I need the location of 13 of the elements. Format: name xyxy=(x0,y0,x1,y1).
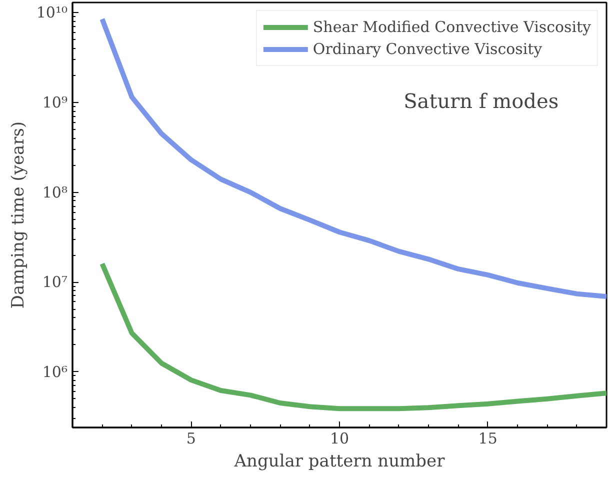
legend-label: Shear Modified Convective Viscosity xyxy=(312,18,591,36)
legend-label: Ordinary Convective Viscosity xyxy=(312,40,542,58)
annotation: Saturn f modes xyxy=(404,89,559,113)
y-tick-label: 10¹⁰ xyxy=(36,4,68,22)
y-tick-label: 10⁶ xyxy=(42,362,68,381)
y-tick-label: 10⁸ xyxy=(42,183,68,202)
x-tick-label: 15 xyxy=(478,430,498,448)
y-tick-label: 10⁹ xyxy=(42,94,68,112)
x-tick-label: 5 xyxy=(186,430,196,448)
y-axis-title: Damping time (years) xyxy=(8,121,28,309)
x-tick-label: 10 xyxy=(330,430,350,448)
y-tick-label: 10⁷ xyxy=(42,273,68,292)
x-axis-title: Angular pattern number xyxy=(233,452,446,472)
